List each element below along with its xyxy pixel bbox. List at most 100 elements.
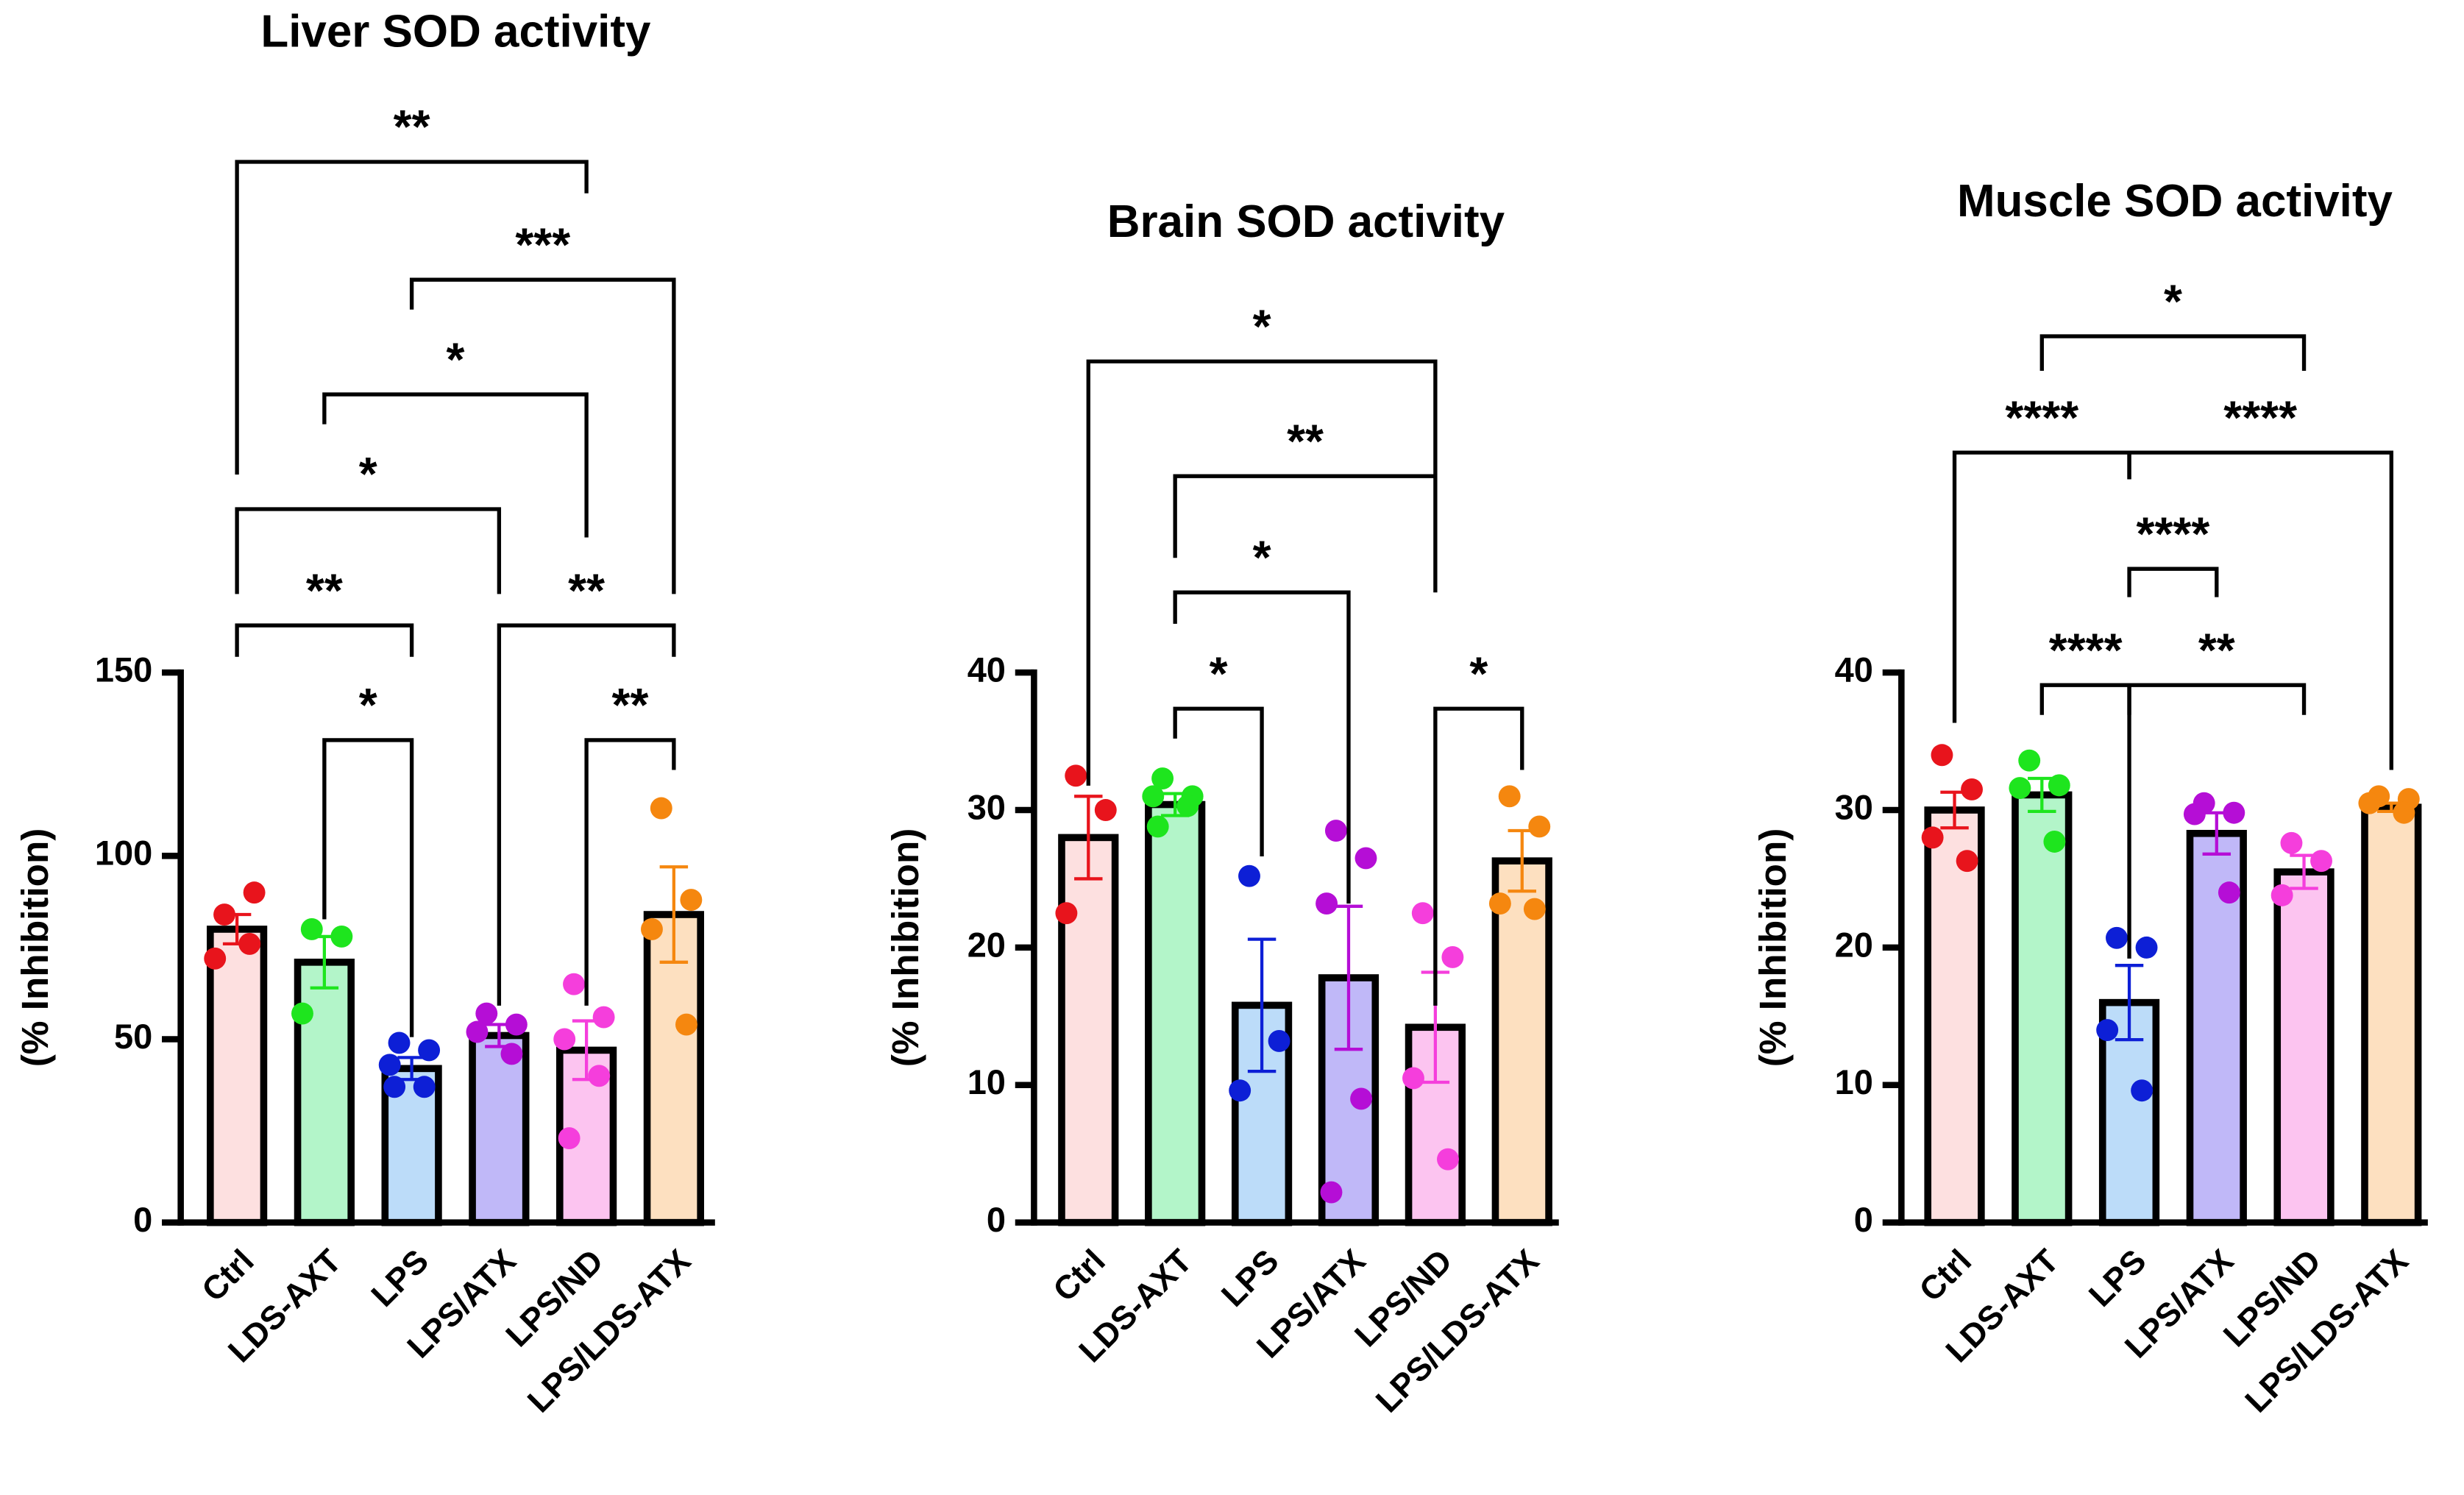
error-bar xyxy=(1074,795,1103,881)
y-tick-label: 0 xyxy=(133,1200,152,1239)
significance-bracket xyxy=(497,623,676,1006)
data-point xyxy=(1355,847,1377,870)
data-point xyxy=(680,889,703,912)
data-point xyxy=(1065,764,1087,787)
data-point xyxy=(1488,892,1511,915)
y-axis-label: (% Inhibition) xyxy=(14,828,56,1068)
data-point xyxy=(592,1006,615,1029)
data-point xyxy=(1324,820,1347,842)
data-point xyxy=(1402,1067,1424,1090)
bar xyxy=(2273,868,2335,1226)
significance-bracket xyxy=(1173,590,1351,904)
significance-bracket xyxy=(322,392,589,538)
significance-label: ** xyxy=(394,100,430,153)
y-tick-label: 30 xyxy=(968,787,1006,826)
data-point xyxy=(1961,778,1983,800)
data-point xyxy=(1055,902,1078,925)
x-tick-label: Ctrl xyxy=(1911,1242,1978,1309)
error-bar xyxy=(2202,811,2232,856)
data-point xyxy=(378,1054,401,1076)
chart-title: Liver SOD activity xyxy=(260,6,651,57)
data-point xyxy=(2135,936,2158,959)
data-point xyxy=(2223,801,2245,824)
data-point xyxy=(2096,1019,2119,1041)
data-point xyxy=(2018,749,2041,772)
data-point xyxy=(2009,777,2031,800)
significance-bracket xyxy=(2039,334,2307,372)
significance-bracket xyxy=(1173,706,1264,857)
significance-label: ** xyxy=(2198,623,2235,676)
data-point xyxy=(2218,881,2240,904)
y-tick-label: 10 xyxy=(968,1062,1006,1101)
data-point xyxy=(238,932,261,955)
error-bar xyxy=(2377,801,2406,814)
significance-bracket xyxy=(235,623,414,657)
significance-bracket xyxy=(1952,450,2131,723)
error-bar xyxy=(572,1019,601,1082)
data-point xyxy=(641,918,663,940)
bar xyxy=(1058,834,1119,1226)
bar xyxy=(2012,791,2073,1226)
y-tick-label: 30 xyxy=(1835,787,1873,826)
data-point xyxy=(500,1043,523,1065)
significance-bracket xyxy=(409,277,676,594)
significance-label: ** xyxy=(568,564,605,617)
significance-bracket xyxy=(2039,683,2131,959)
data-point xyxy=(588,1065,611,1087)
x-tick-label: Ctrl xyxy=(194,1242,261,1309)
significance-bracket xyxy=(1433,706,1524,1006)
significance-label: **** xyxy=(2005,391,2078,444)
significance-label: **** xyxy=(2137,507,2210,560)
data-point xyxy=(2393,801,2415,824)
data-point xyxy=(1523,898,1546,920)
error-bar xyxy=(397,1056,426,1082)
data-point xyxy=(413,1076,436,1098)
data-point xyxy=(2106,926,2128,949)
significance-label: * xyxy=(447,333,465,386)
error-bar xyxy=(1247,937,1277,1073)
y-tick-label: 50 xyxy=(114,1017,152,1056)
bar xyxy=(206,926,268,1226)
y-axis-label: (% Inhibition) xyxy=(1752,828,1794,1068)
x-tick-label: Ctrl xyxy=(1045,1242,1112,1309)
data-point xyxy=(2183,803,2206,825)
data-point xyxy=(2270,884,2293,906)
y-tick-label: 40 xyxy=(968,650,1006,689)
y-tick-label: 0 xyxy=(987,1200,1006,1239)
significance-bracket xyxy=(1086,359,1438,786)
significance-bracket xyxy=(235,507,502,594)
y-tick-label: 150 xyxy=(95,650,152,689)
significance-label: * xyxy=(1253,530,1271,583)
significance-label: *** xyxy=(515,218,570,271)
y-tick-label: 10 xyxy=(1835,1062,1873,1101)
significance-label: ** xyxy=(306,564,343,617)
y-tick-label: 20 xyxy=(968,925,1006,964)
significance-bracket xyxy=(2127,683,2307,715)
data-point xyxy=(388,1031,411,1054)
data-point xyxy=(1411,902,1434,925)
significance-label: * xyxy=(1253,299,1271,352)
data-point xyxy=(1350,1087,1373,1110)
significance-label: * xyxy=(359,447,377,500)
data-point xyxy=(1320,1181,1343,1204)
data-point xyxy=(1931,744,1953,767)
significance-label: **** xyxy=(2049,623,2123,676)
data-point xyxy=(1094,799,1117,821)
data-point xyxy=(330,925,353,948)
x-tick-label: LPS xyxy=(1214,1242,1286,1314)
data-point xyxy=(418,1039,441,1062)
data-point xyxy=(1498,785,1521,808)
bar xyxy=(1924,806,1985,1226)
data-point xyxy=(558,1127,581,1149)
error-bar xyxy=(1160,792,1190,817)
bar xyxy=(294,959,355,1226)
y-axis-label: (% Inhibition) xyxy=(884,828,926,1068)
data-point xyxy=(291,1002,313,1025)
data-point xyxy=(505,1013,528,1036)
significance-bracket xyxy=(2127,567,2219,597)
significance-label: * xyxy=(359,678,377,731)
x-tick-label: LPS xyxy=(2081,1242,2154,1314)
bar xyxy=(469,1031,530,1226)
chart-title: Brain SOD activity xyxy=(1107,196,1505,247)
